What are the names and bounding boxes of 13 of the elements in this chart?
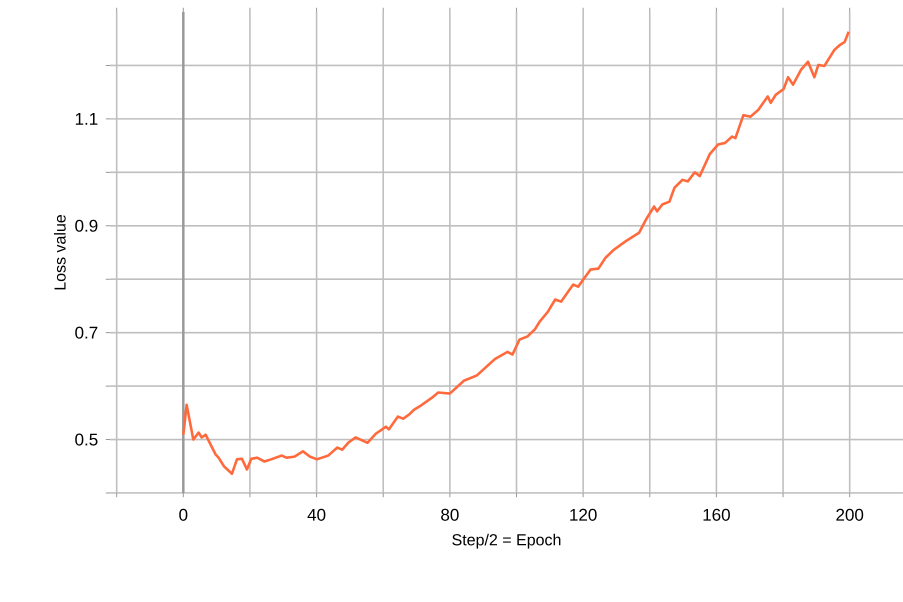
x-tick-label: 40 [308, 508, 326, 521]
x-tick-label: 200 [836, 508, 864, 521]
x-tick-label: 160 [704, 508, 730, 521]
y-tick-label: 0.9 [75, 220, 98, 232]
x-axis-title: Step/2 = Epoch [452, 534, 560, 549]
y-tick-label: 0.5 [75, 434, 98, 446]
line-series [182, 30, 850, 476]
y-axis-title: Loss value [54, 214, 66, 290]
y-tick-label: 1.1 [76, 113, 98, 125]
x-tick-label: 0 [179, 508, 188, 521]
x-tick-label: 120 [570, 508, 597, 521]
y-tick-label: 0.7 [75, 326, 98, 339]
x-tick-label: 80 [441, 508, 459, 521]
